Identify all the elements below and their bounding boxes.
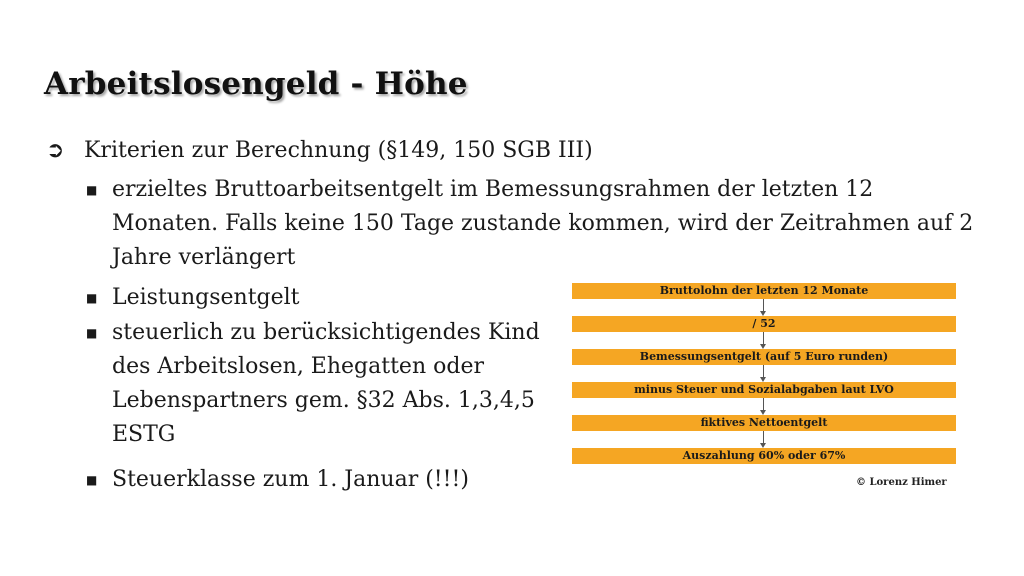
slide-title: Arbeitslosengeld - Höhe [44,66,468,102]
bullet-text: Leistungsentgelt [112,285,300,310]
flow-connector [763,398,764,410]
flow-step: Auszahlung 60% oder 67% [572,448,956,464]
flow-connector [763,332,764,344]
flow-connector [763,299,764,311]
flow-connector [763,431,764,443]
bullet-item: ■ steuerlich zu berücksichtigendes Kind … [86,316,566,452]
flow-step: / 52 [572,316,956,332]
square-bullet-icon: ■ [86,473,98,487]
flow-step: Bruttolohn der letzten 12 Monate [572,283,956,299]
bullet-text: Steuerklasse zum 1. Januar (!!!) [112,467,469,492]
flow-step: fiktives Nettoentgelt [572,415,956,431]
main-point-text: Kriterien zur Berechnung (§149, 150 SGB … [84,138,593,163]
main-point: ➲ Kriterien zur Berechnung (§149, 150 SGB… [46,138,593,163]
arrow-right-icon: ➲ [46,138,65,163]
arrow-down-icon [760,410,766,415]
arrow-down-icon [760,377,766,382]
flow-step: minus Steuer und Sozialabgaben laut LVO [572,382,956,398]
square-bullet-icon: ■ [86,326,98,340]
bullet-item: ■ Leistungsentgelt [86,281,566,315]
arrow-down-icon [760,443,766,448]
square-bullet-icon: ■ [86,183,98,197]
bullet-text: steuerlich zu berücksichtigendes Kind de… [112,320,540,447]
flow-step: Bemessungsentgelt (auf 5 Euro runden) [572,349,956,365]
flow-connector [763,365,764,377]
arrow-down-icon [760,311,766,316]
bullet-text: erzieltes Bruttoarbeitsentgelt im Bemess… [112,177,974,270]
bullet-item: ■ erzieltes Bruttoarbeitsentgelt im Beme… [86,173,976,275]
flowchart: Bruttolohn der letzten 12 Monate / 52 Be… [572,283,956,465]
bullet-item: ■ Steuerklasse zum 1. Januar (!!!) [86,463,566,497]
arrow-down-icon [760,344,766,349]
copyright-note: © Lorenz Himer [856,477,947,488]
square-bullet-icon: ■ [86,291,98,305]
